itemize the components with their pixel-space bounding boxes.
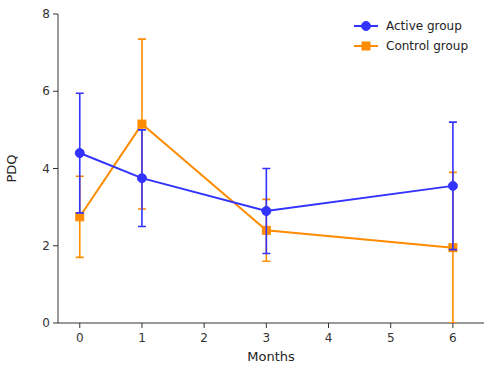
y-tick-label: 2 xyxy=(42,239,50,253)
series-1 xyxy=(76,39,457,323)
x-tick xyxy=(390,323,391,328)
series-0 xyxy=(75,93,457,253)
x-axis-line xyxy=(58,323,484,324)
point xyxy=(75,149,84,158)
point xyxy=(138,120,146,128)
legend: Active group Control group xyxy=(354,19,468,53)
point xyxy=(262,206,271,215)
x-axis-label: Months xyxy=(247,349,295,364)
x-tick-label: 2 xyxy=(200,331,208,345)
y-tick xyxy=(53,91,58,92)
x-tick xyxy=(328,323,329,328)
x-tick-label: 6 xyxy=(449,331,457,345)
y-tick xyxy=(53,168,58,169)
x-tick-label: 0 xyxy=(76,331,84,345)
chart: 0 1 2 3 4 5 6 0 2 4 6 8 Months PDQ Active group Control… xyxy=(0,0,500,371)
legend-label: Control group xyxy=(386,39,468,53)
y-tick-label: 6 xyxy=(42,84,50,98)
error-bar xyxy=(449,122,457,249)
y-tick-label: 0 xyxy=(42,316,50,330)
x-tick-label: 3 xyxy=(263,331,271,345)
x-tick xyxy=(266,323,267,328)
x-tick xyxy=(204,323,205,328)
y-tick-label: 8 xyxy=(42,7,50,21)
point xyxy=(76,213,84,221)
y-tick xyxy=(53,323,58,324)
error-bar xyxy=(138,130,146,227)
plot-area xyxy=(75,39,457,323)
y-tick-label: 4 xyxy=(42,162,50,176)
y-tick xyxy=(53,14,58,15)
point xyxy=(137,174,146,183)
x-tick-label: 1 xyxy=(138,331,146,345)
x-tick xyxy=(141,323,142,328)
legend-marker xyxy=(362,42,370,50)
x-tick xyxy=(79,323,80,328)
point xyxy=(448,181,457,190)
error-bar xyxy=(76,93,84,213)
error-bar xyxy=(262,169,270,254)
x-tick-label: 4 xyxy=(325,331,333,345)
x-tick-label: 5 xyxy=(387,331,395,345)
legend-label: Active group xyxy=(386,19,462,33)
x-tick xyxy=(452,323,453,328)
legend-marker xyxy=(362,22,371,31)
y-tick xyxy=(53,245,58,246)
y-axis-label: PDQ xyxy=(4,154,19,182)
